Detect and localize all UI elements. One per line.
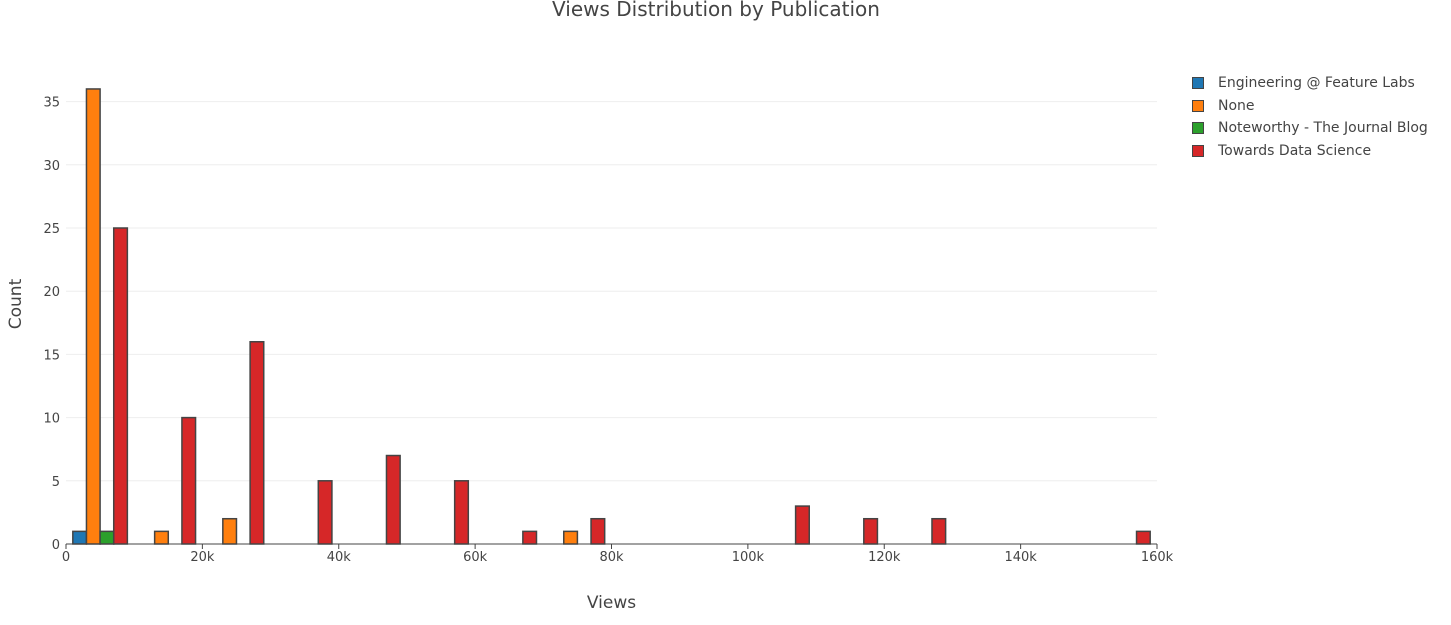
histogram-bars (72, 88, 1151, 545)
histogram-bar (85, 88, 101, 545)
histogram-bar (385, 454, 401, 545)
y-tick-label: 5 (52, 475, 60, 490)
histogram-bar (72, 530, 88, 545)
histogram-bar (522, 530, 538, 545)
x-tick-label: 80k (599, 550, 624, 565)
chart-legend: Engineering @ Feature Labs None Noteworthy… (1192, 72, 1428, 162)
legend-item[interactable]: Towards Data Science (1192, 140, 1428, 163)
histogram-bar (99, 530, 115, 545)
histogram-bar (931, 517, 947, 545)
x-tick-label: 140k (1004, 550, 1037, 565)
histogram-bar (222, 517, 238, 545)
y-tick-label: 20 (43, 285, 60, 300)
y-tick-label: 10 (43, 412, 60, 427)
x-tick-label: 40k (327, 550, 352, 565)
x-tick-label: 160k (1141, 550, 1174, 565)
legend-item[interactable]: Engineering @ Feature Labs (1192, 72, 1428, 95)
histogram-bar (112, 227, 129, 545)
axes: 0 5 10 15 20 25 30 35 0 20k 40k 60k 80k 100k 120k 140k 1… (43, 96, 1173, 565)
x-tick-label: 20k (190, 550, 215, 565)
legend-item[interactable]: Noteworthy - The Journal Blog (1192, 117, 1428, 140)
histogram-bar (453, 480, 470, 545)
histogram-bar (563, 530, 579, 545)
histogram-bar (590, 517, 606, 545)
x-tick-label: 120k (868, 550, 901, 565)
x-tick-label: 100k (732, 550, 765, 565)
grid-lines (66, 101, 1157, 482)
legend-swatch (1192, 144, 1204, 157)
x-axis-title: Views (587, 593, 636, 613)
y-tick-label: 0 (52, 538, 60, 553)
histogram-bar (794, 505, 810, 545)
legend-label: Noteworthy - The Journal Blog (1218, 120, 1428, 137)
x-tick-label: 60k (463, 550, 488, 565)
legend-item[interactable]: None (1192, 95, 1428, 118)
legend-label: Towards Data Science (1218, 142, 1372, 159)
y-tick-label: 15 (43, 348, 60, 363)
legend-swatch (1192, 122, 1204, 135)
legend-swatch (1192, 99, 1204, 112)
histogram-bar (153, 530, 170, 545)
y-tick-label: 25 (43, 222, 60, 237)
histogram-bar (181, 416, 197, 545)
y-tick-label: 35 (43, 96, 60, 111)
y-axis-title: Count (6, 278, 26, 329)
y-tick-label: 30 (43, 159, 60, 174)
legend-label: Engineering @ Feature Labs (1218, 75, 1415, 92)
histogram-bar (317, 480, 333, 545)
histogram-bar (1135, 530, 1151, 545)
histogram-bar (249, 341, 265, 545)
legend-label: None (1218, 97, 1255, 114)
legend-swatch (1192, 77, 1204, 90)
histogram-bar (863, 517, 879, 545)
chart-title: Views Distribution by Publication (552, 0, 880, 21)
x-tick-label: 0 (62, 550, 70, 565)
